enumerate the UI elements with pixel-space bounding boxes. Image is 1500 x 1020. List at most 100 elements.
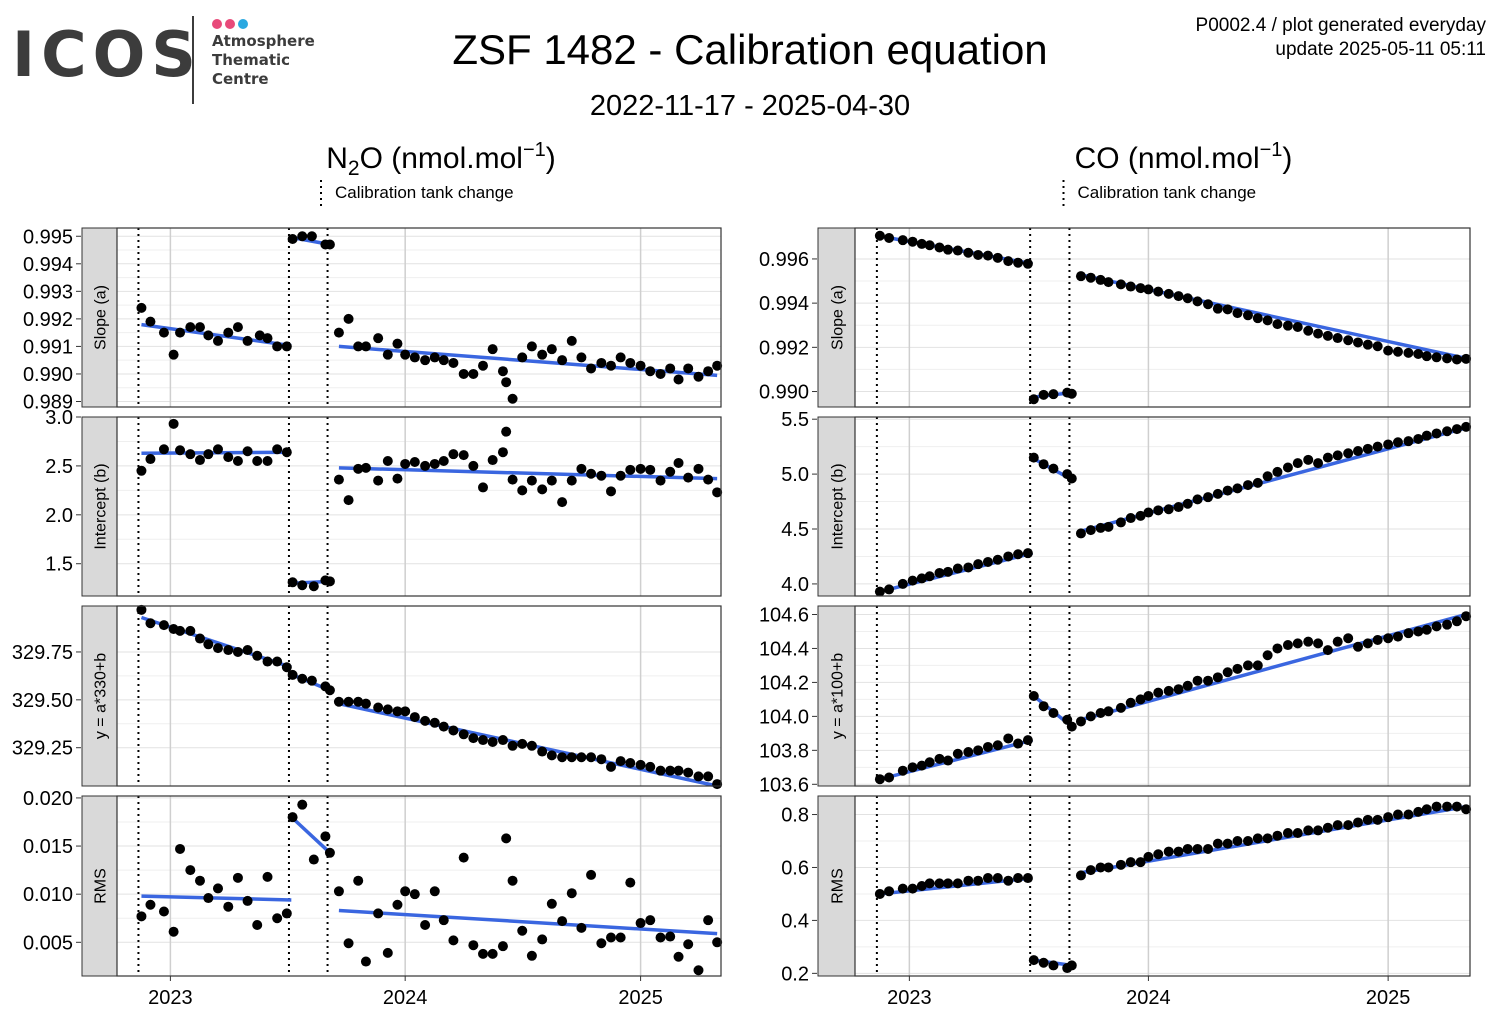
data-point xyxy=(537,746,548,757)
data-point xyxy=(703,915,714,926)
data-point xyxy=(409,456,420,467)
data-point xyxy=(645,761,656,772)
y-tick-label: 1.5 xyxy=(45,554,73,576)
data-point xyxy=(1075,716,1086,727)
data-point xyxy=(1022,548,1033,559)
data-point xyxy=(1163,288,1174,299)
data-point xyxy=(1013,549,1024,560)
data-point xyxy=(185,625,196,636)
data-point xyxy=(1451,801,1462,812)
data-point xyxy=(1003,551,1014,562)
data-point xyxy=(1103,862,1114,873)
data-point xyxy=(982,556,993,567)
panel-co-y_at_100: y = a*100+b 103.6 103.8 104.0 104.2 104.4 104.… xyxy=(759,604,1472,796)
data-point xyxy=(693,965,704,976)
data-point xyxy=(1135,857,1146,868)
data-point xyxy=(448,935,459,946)
data-point xyxy=(242,335,253,346)
data-point xyxy=(382,947,393,958)
y-tick-label: 0.994 xyxy=(23,254,73,276)
data-point xyxy=(526,740,537,751)
data-point xyxy=(360,462,371,473)
data-point xyxy=(907,883,918,894)
data-point xyxy=(1282,320,1293,331)
panel-border xyxy=(854,227,1471,408)
data-point xyxy=(262,456,273,467)
data-point xyxy=(145,454,156,465)
data-point xyxy=(1332,636,1343,647)
data-point xyxy=(262,333,273,344)
data-point xyxy=(409,889,420,900)
data-point xyxy=(566,752,577,763)
data-point xyxy=(175,625,186,636)
data-point xyxy=(712,487,723,498)
plot-metadata-line: P0002.4 / plot generated everyday xyxy=(1195,15,1486,36)
data-point xyxy=(635,463,646,474)
data-point xyxy=(478,360,489,371)
data-point xyxy=(665,363,676,374)
y-tick-label: 3.0 xyxy=(45,407,73,429)
data-point xyxy=(360,698,371,709)
data-point xyxy=(1153,849,1164,860)
y-tick-label: 104.4 xyxy=(759,638,809,660)
data-point xyxy=(429,717,440,728)
data-point xyxy=(1028,394,1039,405)
data-point xyxy=(884,772,895,783)
data-point xyxy=(507,740,518,751)
data-point xyxy=(1022,873,1033,884)
data-point xyxy=(952,748,963,759)
data-point xyxy=(1322,645,1333,656)
data-point xyxy=(596,357,607,368)
data-point xyxy=(934,567,945,578)
data-point xyxy=(1442,353,1453,364)
data-point xyxy=(683,939,694,950)
panel-border xyxy=(116,227,722,408)
data-point xyxy=(1173,291,1184,302)
data-point xyxy=(1451,424,1462,435)
logo-subtitle-line: Centre xyxy=(212,70,269,88)
data-point xyxy=(203,449,214,460)
data-point xyxy=(1013,257,1024,268)
data-point xyxy=(360,956,371,967)
data-point xyxy=(272,656,283,667)
data-point xyxy=(487,455,498,466)
logo-subtitle: Atmosphere Thematic Centre xyxy=(212,32,315,89)
panel-row-label: y = a*330+b xyxy=(93,653,110,739)
data-point xyxy=(1192,843,1203,854)
data-point xyxy=(1403,347,1414,358)
data-point xyxy=(635,918,646,929)
data-point xyxy=(175,445,186,456)
data-point xyxy=(1212,303,1223,314)
data-point xyxy=(1413,626,1424,637)
data-point xyxy=(1212,488,1223,499)
data-point xyxy=(924,240,935,251)
y-tick-label: 103.8 xyxy=(759,740,809,762)
data-point xyxy=(1403,628,1414,639)
data-point xyxy=(468,733,479,744)
data-point xyxy=(212,643,223,654)
data-point xyxy=(1313,638,1324,649)
data-point xyxy=(242,645,253,656)
data-point xyxy=(1103,277,1114,288)
data-point xyxy=(252,919,263,930)
data-point xyxy=(223,901,234,912)
data-point xyxy=(343,938,354,949)
data-point xyxy=(353,463,364,474)
data-point xyxy=(136,302,147,313)
data-point xyxy=(287,577,298,588)
data-point xyxy=(1066,721,1077,732)
data-point xyxy=(1242,310,1253,321)
data-point xyxy=(1332,820,1343,831)
data-point xyxy=(916,881,927,891)
unit-label: (nmol.mol xyxy=(1120,142,1260,175)
data-point xyxy=(645,464,656,475)
data-point xyxy=(635,759,646,770)
panel-strip xyxy=(817,227,856,408)
data-point xyxy=(343,495,354,506)
panel-row-label: Slope (a) xyxy=(93,285,110,350)
data-point xyxy=(308,581,319,592)
data-point xyxy=(884,584,895,595)
data-point xyxy=(982,873,993,884)
data-point xyxy=(1203,299,1214,310)
data-point xyxy=(487,736,498,747)
